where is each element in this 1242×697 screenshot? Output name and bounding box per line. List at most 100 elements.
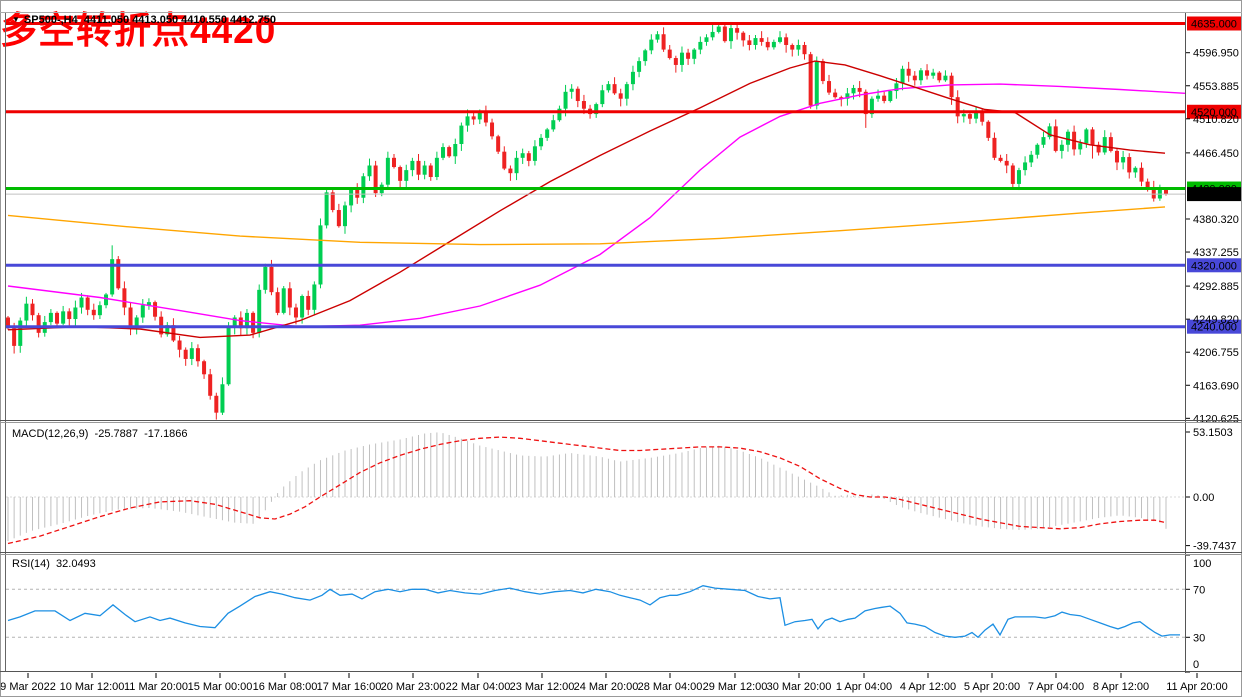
candle-body: [986, 121, 991, 138]
time-axis-label[interactable]: 17 Mar 16:00: [317, 681, 382, 693]
candle-body: [12, 328, 17, 346]
rsi-line: [7, 585, 1180, 639]
candle-body: [1053, 126, 1058, 151]
candle-body: [827, 81, 832, 93]
candle-body: [900, 68, 905, 84]
candle-body: [814, 61, 819, 106]
time-axis-label[interactable]: 16 Mar 08:00: [253, 681, 318, 693]
time-axis-label[interactable]: 29 Mar 12:00: [703, 681, 768, 693]
price-level-badge: [1187, 258, 1241, 273]
candle-body: [1084, 129, 1089, 144]
candle-body: [104, 294, 109, 306]
candle-body: [318, 225, 323, 285]
candle-body: [704, 37, 709, 42]
candle-body: [1090, 129, 1095, 145]
candle-body: [1145, 181, 1150, 188]
time-axis-label[interactable]: 15 Mar 00:00: [188, 681, 253, 693]
time-axis-label[interactable]: 8 Apr 12:00: [1093, 681, 1149, 693]
candle-body: [61, 311, 66, 324]
candle-body: [30, 303, 35, 316]
candle-body: [520, 153, 525, 158]
candle-body: [1164, 189, 1169, 195]
rsi-name: RSI(14): [12, 558, 50, 570]
candle-body: [244, 312, 249, 329]
candle-body: [649, 39, 654, 51]
candle-body: [48, 312, 53, 323]
candle-body: [925, 70, 930, 76]
candle-body: [490, 122, 495, 137]
candle-body: [183, 349, 188, 359]
candle-body: [349, 188, 354, 206]
candle-body: [496, 136, 501, 152]
time-axis-label[interactable]: 11 Apr 20:00: [1166, 681, 1228, 693]
candle-body: [373, 165, 378, 194]
candle-body: [918, 70, 923, 81]
candle-body: [367, 165, 372, 177]
candle-body: [342, 205, 347, 227]
price-axis-tick-label: 4206.755: [1193, 347, 1239, 359]
candle-body: [698, 41, 703, 50]
price-level-badge: [1187, 16, 1241, 31]
candle-body: [1029, 154, 1034, 163]
candle-body: [361, 176, 366, 198]
candle-body: [679, 52, 684, 65]
candle-body: [251, 312, 256, 333]
time-axis-label[interactable]: 20 Mar 23:00: [381, 681, 446, 693]
candle-body: [508, 168, 513, 174]
candle-body: [1114, 150, 1119, 163]
candle-body: [747, 40, 752, 45]
candle-body: [955, 97, 960, 117]
candle-body: [177, 340, 182, 350]
candle-body: [557, 108, 562, 121]
rsi-axis-tick-label: 0: [1193, 659, 1199, 671]
candle-body: [263, 266, 268, 290]
candle-body: [808, 54, 813, 106]
candle-body: [336, 210, 341, 227]
time-axis-label[interactable]: 23 Mar 12:00: [510, 681, 575, 693]
current-price-badge: [1187, 187, 1241, 202]
time-axis-label[interactable]: 28 Mar 04:00: [638, 681, 703, 693]
candle-body: [581, 101, 586, 109]
time-axis-label[interactable]: 4 Apr 12:00: [900, 681, 956, 693]
time-axis-label[interactable]: 24 Mar 20:00: [574, 681, 639, 693]
candle-body: [1121, 157, 1126, 163]
candle-body: [97, 305, 102, 316]
candle-body: [128, 307, 133, 329]
candle-body: [1041, 137, 1046, 145]
candle-body: [293, 307, 298, 318]
candle-body: [202, 361, 207, 375]
candle-body: [171, 325, 176, 341]
time-axis-label[interactable]: 22 Mar 04:00: [446, 681, 511, 693]
candle-body: [820, 61, 825, 82]
candle-body: [618, 93, 623, 99]
candle-body: [894, 83, 899, 92]
candle-body: [796, 44, 801, 50]
candle-body: [974, 112, 979, 119]
candle-body: [532, 146, 537, 161]
candle-body: [526, 153, 531, 161]
candle-body: [857, 87, 862, 92]
macd-indicator-label: MACD(12,26,9) -25.7887 -17.1866: [12, 428, 188, 440]
macd-main-value: -25.7887: [94, 428, 138, 440]
candle-body: [1133, 167, 1138, 173]
time-axis-label[interactable]: 9 Mar 2022: [0, 681, 56, 693]
rsi-axis-tick-label: 30: [1193, 632, 1205, 644]
time-axis-label[interactable]: 7 Apr 04:00: [1028, 681, 1084, 693]
candle-body: [1139, 167, 1144, 182]
price-axis-tick-label: 4249.820: [1193, 314, 1239, 326]
candle-body: [453, 144, 458, 157]
time-axis-label[interactable]: 1 Apr 04:00: [836, 681, 892, 693]
candle-body: [330, 192, 335, 211]
candle-body: [214, 395, 219, 413]
candle-body: [79, 297, 84, 308]
candle-body: [447, 147, 452, 157]
time-axis-label[interactable]: 10 Mar 12:00: [60, 681, 125, 693]
time-axis-label[interactable]: 30 Mar 20:00: [767, 681, 832, 693]
candle-body: [459, 125, 464, 145]
annotation-text[interactable]: 多空转折点4420: [0, 10, 277, 51]
candle-body: [539, 137, 544, 147]
time-axis-label[interactable]: 5 Apr 20:00: [964, 681, 1020, 693]
time-axis-label[interactable]: 11 Mar 20:00: [124, 681, 188, 693]
candle-body: [967, 114, 972, 119]
